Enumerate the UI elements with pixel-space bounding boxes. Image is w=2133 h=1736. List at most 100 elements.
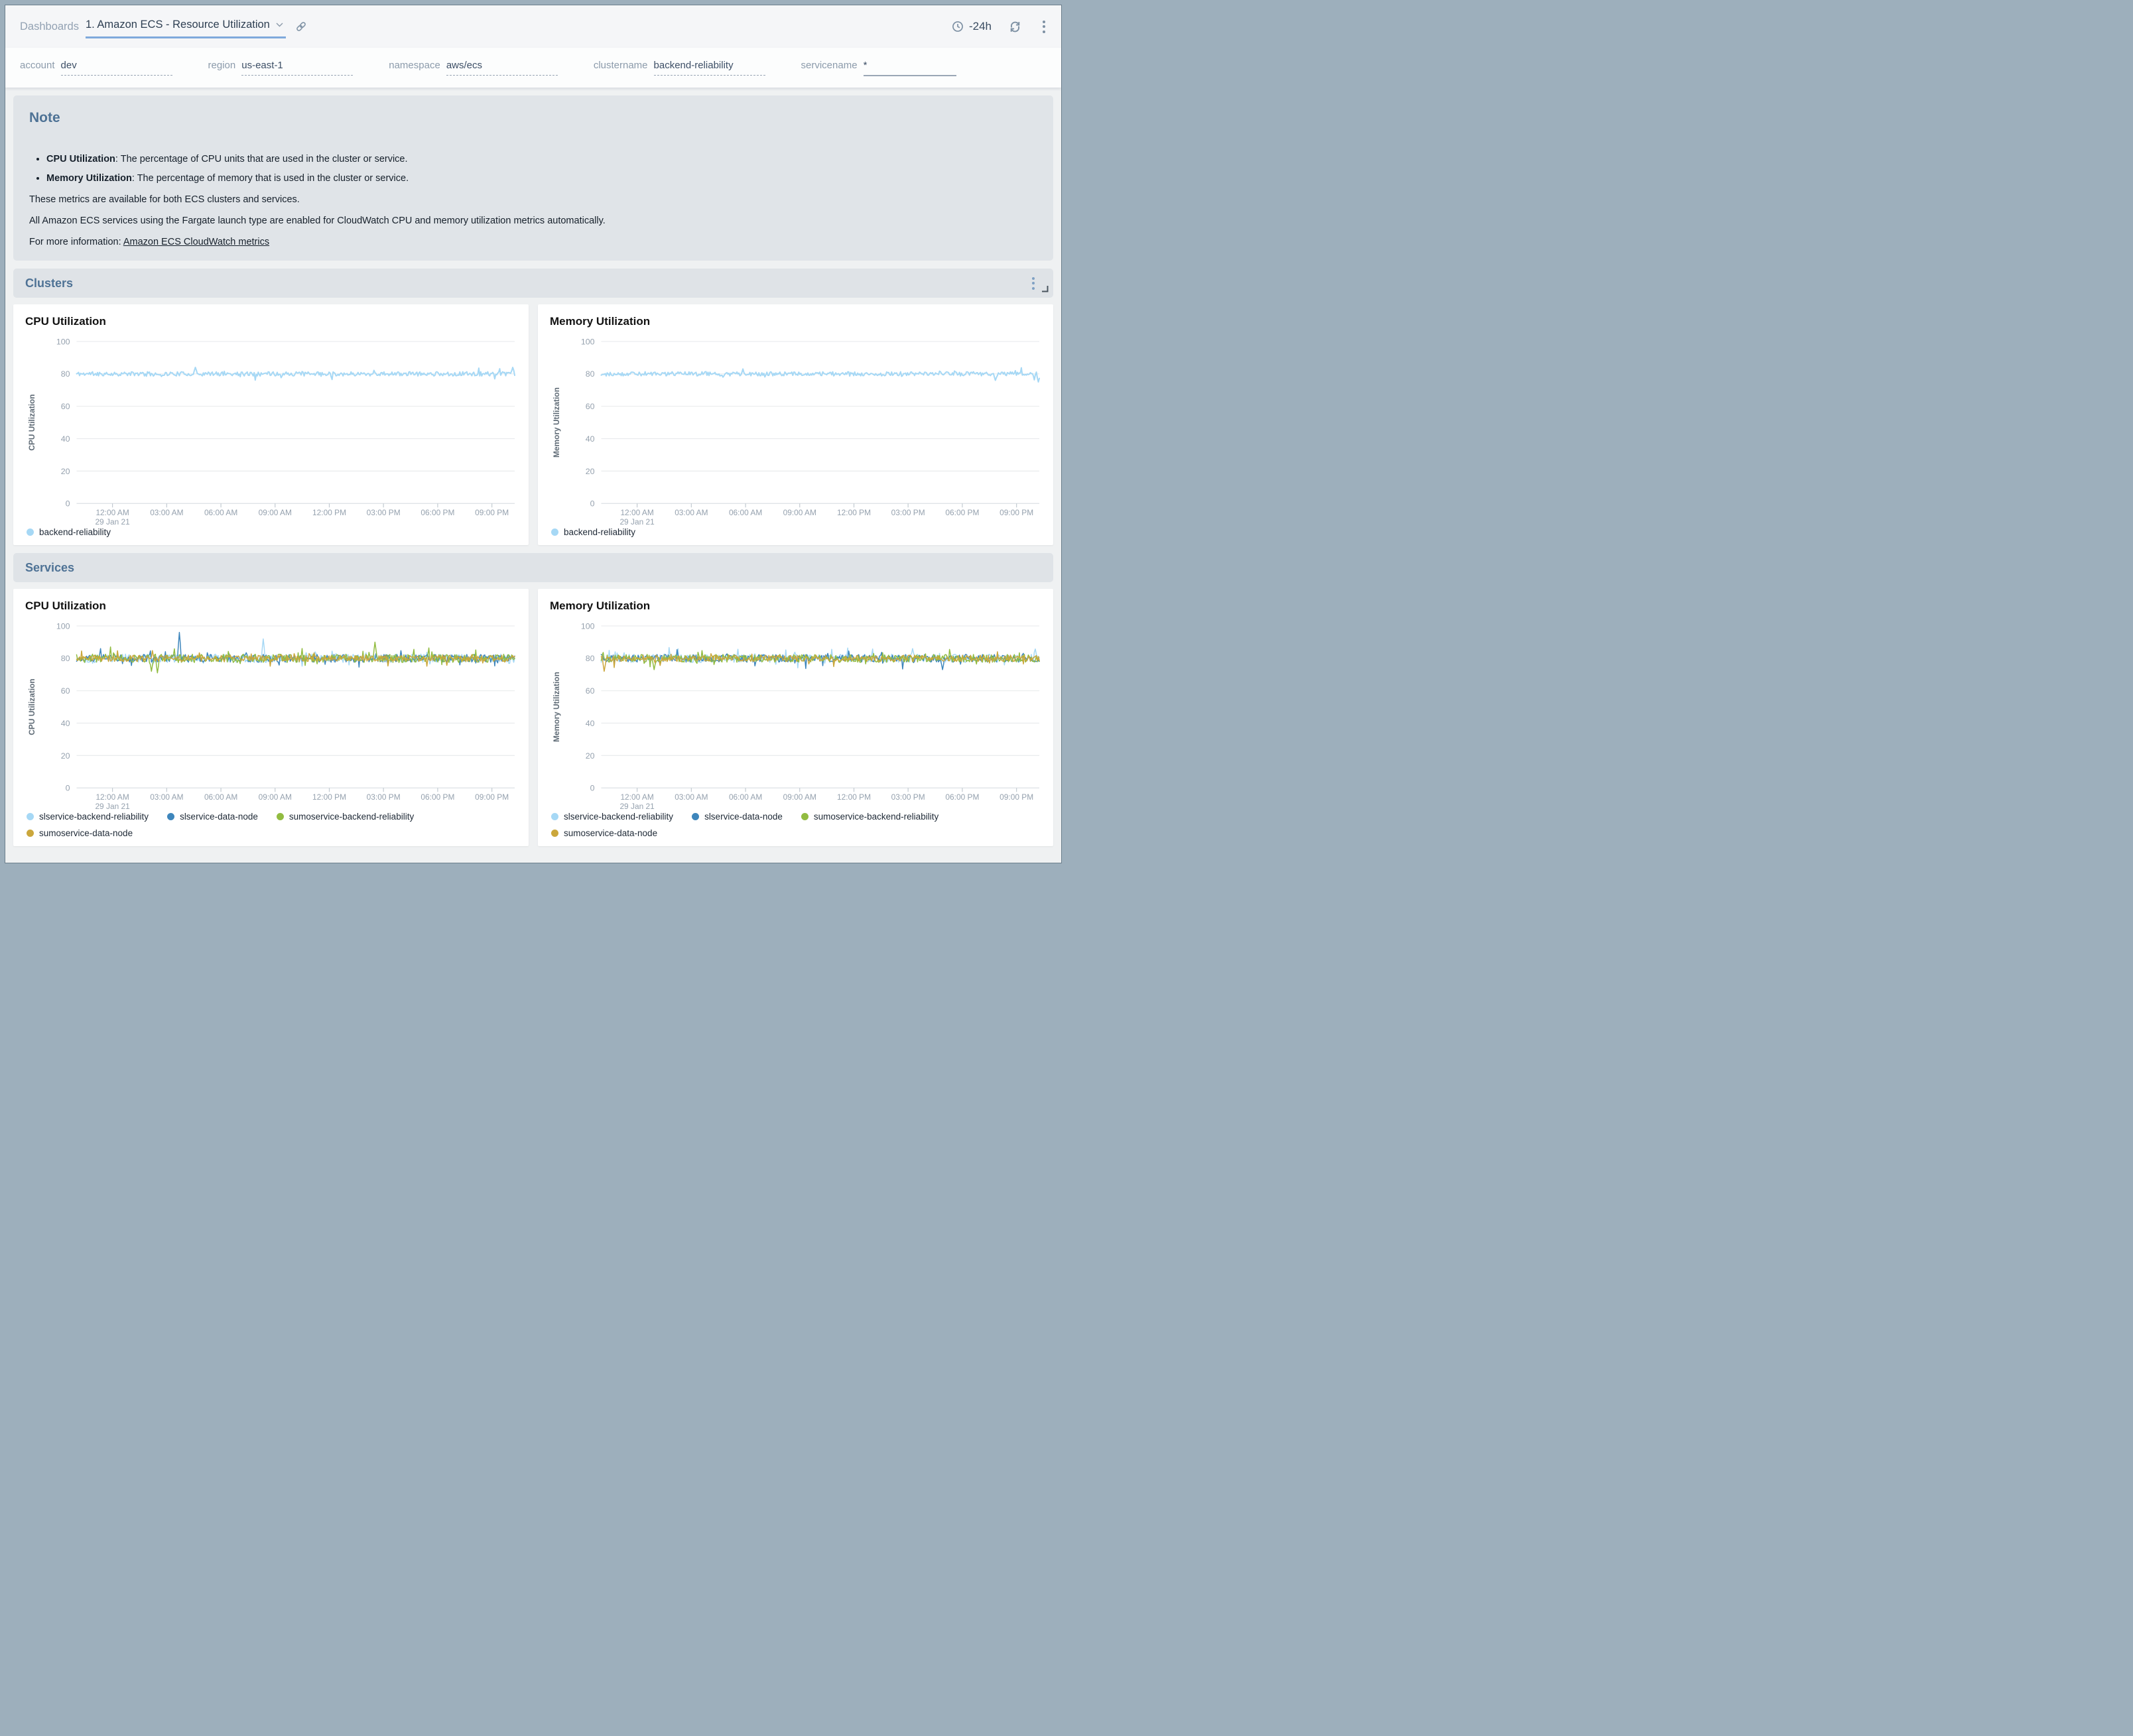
svg-text:12:00 AM: 12:00 AM (620, 792, 653, 802)
svg-text:06:00 AM: 06:00 AM (204, 508, 237, 517)
svg-text:80: 80 (61, 654, 70, 663)
filter-servicename: servicename * (801, 60, 956, 76)
chart-title: Memory Utilization (550, 315, 1043, 328)
filter-label: region (208, 60, 236, 71)
legend-item[interactable]: slservice-backend-reliability (27, 812, 149, 822)
svg-text:100: 100 (56, 337, 70, 346)
legend-item[interactable]: slservice-data-node (167, 812, 258, 822)
legend-color-dot (277, 813, 284, 820)
legend-item[interactable]: sumoservice-backend-reliability (801, 812, 938, 822)
page-title: 1. Amazon ECS - Resource Utilization (86, 19, 270, 31)
cloudwatch-metrics-link[interactable]: Amazon ECS CloudWatch metrics (123, 237, 269, 247)
note-title: Note (29, 110, 1037, 126)
resize-corner-icon[interactable] (1040, 284, 1049, 293)
svg-text:100: 100 (581, 337, 595, 346)
legend-label: slservice-data-node (180, 812, 258, 822)
svg-text:0: 0 (590, 499, 595, 509)
svg-text:12:00 PM: 12:00 PM (837, 508, 871, 517)
svg-text:06:00 AM: 06:00 AM (729, 792, 762, 802)
legend-item[interactable]: sumoservice-data-node (27, 828, 133, 838)
chart-canvas[interactable]: 10080604020012:00 AM29 Jan 2103:00 AM06:… (24, 334, 518, 526)
filter-label: namespace (389, 60, 440, 71)
chevron-down-icon[interactable] (276, 23, 283, 27)
legend-color-dot (692, 813, 699, 820)
chart-panel-clusters-cpu: CPU Utilization 10080604020012:00 AM29 J… (13, 304, 529, 545)
line-chart-svg: 10080604020012:00 AM29 Jan 2103:00 AM06:… (24, 618, 518, 810)
legend-item[interactable]: slservice-data-node (692, 812, 783, 822)
svg-text:03:00 AM: 03:00 AM (675, 792, 708, 802)
svg-text:09:00 PM: 09:00 PM (475, 792, 509, 802)
filter-value-input[interactable]: dev (61, 60, 172, 76)
legend-color-dot (551, 830, 558, 837)
legend-item[interactable]: sumoservice-backend-reliability (277, 812, 414, 822)
svg-text:60: 60 (586, 686, 595, 696)
chart-legend: backend-reliability (551, 527, 1043, 537)
svg-text:0: 0 (66, 784, 70, 793)
legend-color-dot (27, 830, 34, 837)
svg-text:29 Jan 21: 29 Jan 21 (95, 802, 130, 810)
svg-text:03:00 AM: 03:00 AM (150, 792, 183, 802)
filter-label: clustername (594, 60, 648, 71)
svg-text:12:00 AM: 12:00 AM (96, 792, 129, 802)
kebab-menu-icon[interactable] (1041, 19, 1047, 34)
svg-text:03:00 PM: 03:00 PM (891, 508, 925, 517)
filter-region: region us-east-1 (208, 60, 354, 76)
filter-value-input[interactable]: backend-reliability (654, 60, 765, 76)
filter-value-input[interactable]: us-east-1 (241, 60, 353, 76)
svg-text:29 Jan 21: 29 Jan 21 (619, 802, 655, 810)
legend-item[interactable]: backend-reliability (551, 527, 635, 537)
svg-text:09:00 AM: 09:00 AM (259, 508, 292, 517)
legend-color-dot (27, 528, 34, 536)
breadcrumb[interactable]: Dashboards (20, 21, 79, 33)
legend-label: sumoservice-backend-reliability (289, 812, 414, 822)
svg-text:12:00 PM: 12:00 PM (837, 792, 871, 802)
svg-text:06:00 AM: 06:00 AM (729, 508, 762, 517)
clusters-charts-row: CPU Utilization 10080604020012:00 AM29 J… (13, 304, 1053, 545)
top-bar-actions: -24h (952, 19, 1047, 34)
svg-text:20: 20 (586, 467, 595, 476)
legend-color-dot (551, 528, 558, 536)
time-range-label[interactable]: -24h (969, 20, 992, 33)
filter-value-input[interactable]: aws/ecs (446, 60, 558, 76)
clock-icon[interactable] (952, 21, 964, 32)
svg-text:29 Jan 21: 29 Jan 21 (619, 517, 655, 526)
legend-color-dot (167, 813, 174, 820)
chart-canvas[interactable]: 10080604020012:00 AM29 Jan 2103:00 AM06:… (549, 334, 1043, 526)
legend-label: slservice-backend-reliability (39, 812, 149, 822)
svg-text:29 Jan 21: 29 Jan 21 (95, 517, 130, 526)
note-bullet: CPU Utilization: The percentage of CPU u… (46, 154, 1037, 164)
svg-text:03:00 PM: 03:00 PM (891, 792, 925, 802)
svg-text:06:00 PM: 06:00 PM (945, 792, 979, 802)
svg-text:80: 80 (61, 369, 70, 379)
section-kebab-icon[interactable] (1031, 276, 1036, 291)
svg-text:80: 80 (586, 369, 595, 379)
dashboard-title-dropdown[interactable]: 1. Amazon ECS - Resource Utilization (86, 15, 286, 38)
legend-label: slservice-data-node (704, 812, 783, 822)
legend-item[interactable]: slservice-backend-reliability (551, 812, 673, 822)
refresh-icon[interactable] (1009, 21, 1021, 33)
svg-text:06:00 PM: 06:00 PM (945, 508, 979, 517)
note-paragraph: All Amazon ECS services using the Fargat… (29, 216, 1037, 226)
filter-value-input[interactable]: * (864, 60, 956, 76)
svg-text:09:00 PM: 09:00 PM (1000, 792, 1033, 802)
legend-color-dot (551, 813, 558, 820)
svg-text:03:00 PM: 03:00 PM (367, 508, 401, 517)
svg-text:03:00 AM: 03:00 AM (150, 508, 183, 517)
chart-canvas[interactable]: 10080604020012:00 AM29 Jan 2103:00 AM06:… (549, 618, 1043, 810)
svg-text:60: 60 (586, 402, 595, 411)
filter-account: account dev (20, 60, 172, 76)
link-icon[interactable] (295, 21, 307, 32)
legend-label: sumoservice-data-node (564, 828, 657, 838)
chart-canvas[interactable]: 10080604020012:00 AM29 Jan 2103:00 AM06:… (24, 618, 518, 810)
dashboard-frame: Dashboards 1. Amazon ECS - Resource Util… (5, 5, 1062, 863)
chart-title: CPU Utilization (25, 315, 518, 328)
legend-item[interactable]: sumoservice-data-node (551, 828, 657, 838)
note-panel: Note CPU Utilization: The percentage of … (13, 95, 1053, 261)
svg-text:Memory Utilization: Memory Utilization (552, 387, 561, 458)
section-header-services: Services (13, 553, 1053, 582)
services-charts-row: CPU Utilization 10080604020012:00 AM29 J… (13, 589, 1053, 846)
legend-item[interactable]: backend-reliability (27, 527, 111, 537)
top-bar: Dashboards 1. Amazon ECS - Resource Util… (5, 5, 1061, 48)
filter-label: account (20, 60, 55, 71)
note-paragraph: These metrics are available for both ECS… (29, 194, 1037, 205)
